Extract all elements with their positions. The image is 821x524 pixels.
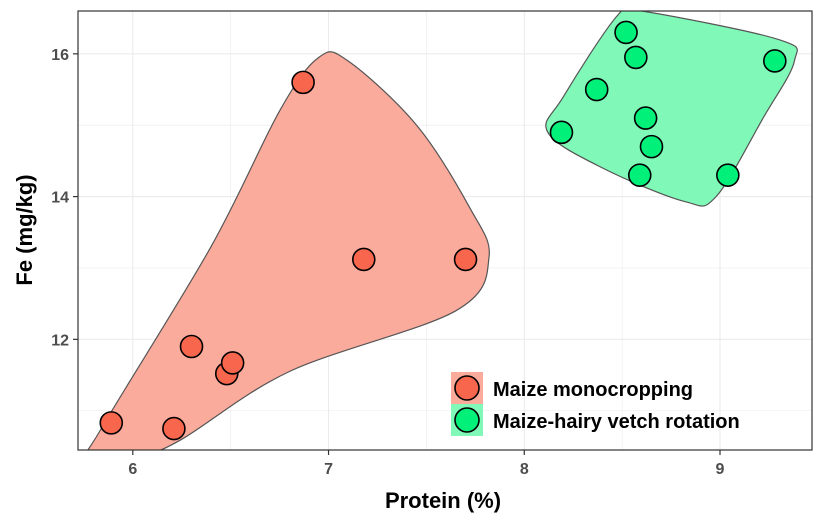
data-point-monocropping-4 [220,351,245,375]
legend: Maize monocropping Maize-hairy vetch rot… [451,372,740,436]
data-point-rotation-5 [633,106,658,130]
data-point-rotation-2 [614,20,638,45]
x-tick-label: 8 [520,461,529,478]
x-tick-label: 6 [128,461,137,478]
data-point-monocropping-0 [99,411,124,435]
data-point-rotation-0 [549,120,574,145]
data-point-rotation-1 [584,77,609,102]
data-point-rotation-7 [716,163,740,187]
data-point-monocropping-5 [291,70,315,95]
data-point-monocropping-7 [453,247,478,272]
legend-label-maize-monocropping: Maize monocropping [493,379,693,401]
hull-maize-hairy-vetch [545,11,798,207]
legend-key-maize-hairy-vetch [454,407,480,433]
y-tick-label: 12 [51,332,69,349]
axis-ticks: 6 7 8 9 12 14 16 [51,47,724,478]
y-axis-title: Fe (mg/kg) [12,174,37,285]
x-tick-label: 7 [324,461,333,478]
x-tick-label: 9 [716,461,725,478]
data-point-monocropping-2 [179,334,204,359]
data-point-rotation-8 [763,49,787,73]
plot-panel-border [77,10,813,451]
data-points [99,20,787,441]
data-point-rotation-4 [627,163,652,187]
legend-label-maize-hairy-vetch: Maize-hairy vetch rotation [493,411,740,433]
data-point-rotation-6 [639,134,664,159]
x-axis-title: Protein (%) [385,488,501,513]
y-tick-label: 16 [51,47,69,64]
legend-key-maize-monocropping [454,375,480,401]
data-point-monocropping-6 [351,247,376,272]
y-tick-label: 14 [51,190,69,207]
hull-maize-monocropping [87,51,490,450]
data-point-rotation-3 [624,45,648,70]
data-point-monocropping-1 [162,416,186,441]
